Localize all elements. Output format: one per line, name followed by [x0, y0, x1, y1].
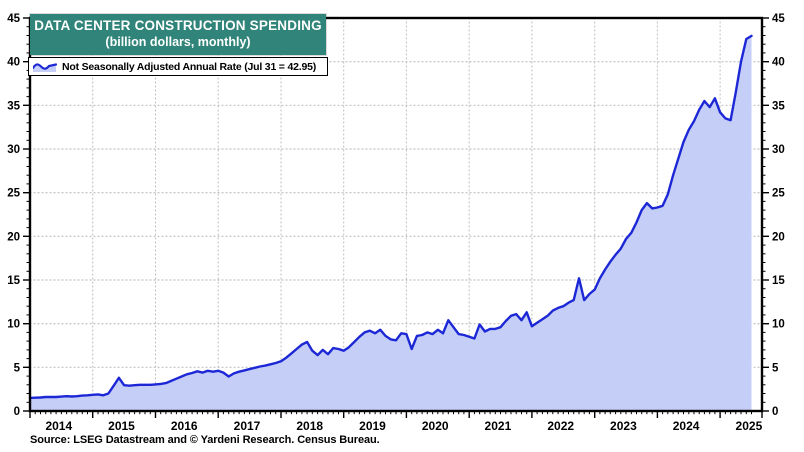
y-axis-label-left: 35 [7, 100, 20, 112]
chart-subtitle: (billion dollars, monthly) [105, 35, 251, 50]
legend: Not Seasonally Adjusted Annual Rate (Jul… [28, 57, 328, 76]
chart-title-box: DATA CENTER CONSTRUCTION SPENDING (billi… [30, 14, 326, 55]
y-axis-label-right: 15 [772, 275, 785, 287]
x-axis-label: 2017 [234, 419, 261, 433]
y-axis-label-left: 40 [7, 57, 20, 69]
x-axis-label: 2020 [422, 419, 449, 433]
x-axis-label: 2016 [171, 419, 198, 433]
x-axis-label: 2025 [736, 419, 763, 433]
y-axis-label-right: 35 [772, 100, 785, 112]
x-axis-label: 2015 [108, 419, 135, 433]
y-axis-label-right: 0 [772, 406, 778, 418]
y-axis-label-left: 30 [7, 144, 20, 156]
y-axis-label-right: 25 [772, 188, 785, 200]
y-axis-label-left: 0 [14, 406, 20, 418]
y-axis-label-right: 45 [772, 13, 785, 25]
x-axis-label: 2023 [610, 419, 637, 433]
data-line [28, 34, 753, 400]
x-axis-label: 2014 [45, 419, 72, 433]
y-axis-label-left: 45 [7, 13, 20, 25]
legend-label: Not Seasonally Adjusted Annual Rate (Jul… [62, 60, 317, 73]
y-axis-label-right: 5 [772, 362, 779, 374]
x-axis-label: 2019 [359, 419, 386, 433]
chart-title: DATA CENTER CONSTRUCTION SPENDING [34, 18, 322, 34]
x-axis-label: 2022 [547, 419, 574, 433]
y-axis-label-left: 15 [7, 275, 20, 287]
y-axis-label-left: 10 [7, 319, 20, 331]
y-axis-label-right: 10 [772, 319, 785, 331]
y-axis-label-right: 20 [772, 231, 785, 243]
data-area [30, 35, 752, 412]
y-axis-label-left: 5 [14, 362, 21, 374]
legend-line-icon [33, 62, 57, 72]
x-axis-label: 2018 [296, 419, 323, 433]
y-axis-label-left: 20 [7, 231, 20, 243]
y-axis-label-right: 40 [772, 57, 785, 69]
source-note: Source: LSEG Datastream and © Yardeni Re… [30, 434, 380, 446]
y-axis-label-left: 25 [7, 188, 20, 200]
x-axis-label: 2024 [673, 419, 700, 433]
x-axis-label: 2021 [485, 419, 512, 433]
y-axis-label-right: 30 [772, 144, 785, 156]
